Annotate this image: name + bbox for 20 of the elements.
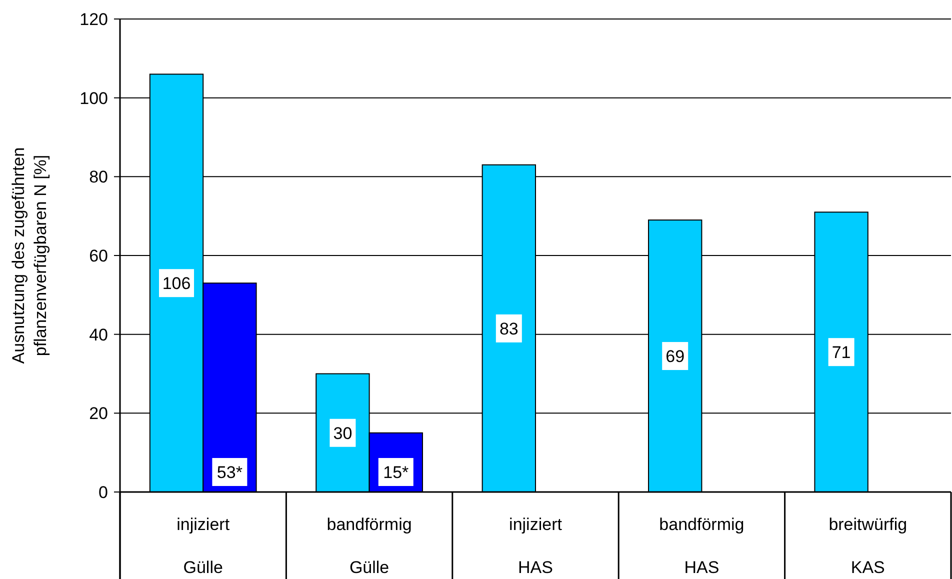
y-tick-label: 80	[89, 168, 108, 187]
category-label: breitwürfig KAS	[828, 515, 908, 577]
y-tick-label: 120	[80, 10, 108, 29]
y-axis-title: Ausnutzung des zugeführten pflanzenverfügbaren N [%]	[9, 147, 50, 364]
data-label: 15*	[383, 463, 410, 482]
category-label: bandförmig Gülle	[326, 515, 412, 577]
data-label: 53*	[216, 463, 243, 482]
y-tick-label: 20	[89, 404, 108, 424]
data-label: 30	[333, 424, 352, 443]
y-tick-label: 100	[80, 88, 108, 108]
y-tick-label: 0	[98, 483, 108, 502]
category-label: injiziert HAS	[509, 515, 562, 577]
data-label: 83	[499, 319, 518, 338]
data-label: 69	[666, 347, 685, 366]
category-label: injiziert Gülle	[176, 515, 230, 577]
data-label: 106	[162, 274, 191, 294]
y-tick-label: 40	[89, 325, 108, 344]
category-label: bandförmig HAS	[659, 515, 744, 577]
data-label: 71	[832, 343, 851, 362]
y-tick-label: 60	[89, 246, 108, 266]
